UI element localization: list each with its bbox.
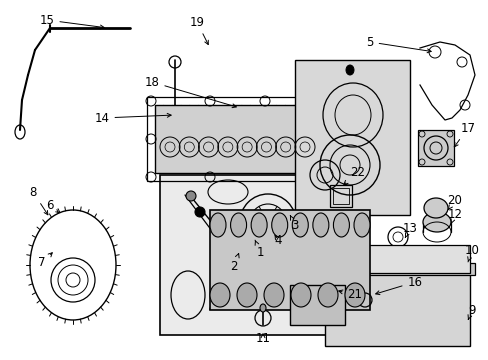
Text: 10: 10	[464, 243, 478, 262]
Text: 12: 12	[447, 207, 462, 224]
Ellipse shape	[209, 283, 229, 307]
Text: 19: 19	[189, 15, 208, 45]
Text: 5: 5	[366, 36, 430, 53]
Bar	[294, 60, 409, 215]
Bar	[160, 175, 349, 335]
Bar	[329, 185, 351, 207]
Text: 13: 13	[402, 221, 417, 237]
Bar	[209, 210, 369, 310]
Ellipse shape	[346, 65, 353, 75]
Ellipse shape	[333, 213, 349, 237]
Ellipse shape	[353, 213, 369, 237]
Text: 2: 2	[230, 253, 239, 273]
Ellipse shape	[345, 283, 364, 307]
Text: 14: 14	[94, 112, 171, 125]
Text: 1: 1	[255, 240, 263, 258]
Ellipse shape	[195, 207, 204, 217]
Bar	[325, 268, 469, 346]
Ellipse shape	[185, 191, 196, 201]
Ellipse shape	[317, 283, 337, 307]
Ellipse shape	[260, 304, 265, 312]
Text: 17: 17	[453, 122, 474, 147]
Text: 20: 20	[447, 194, 462, 210]
Ellipse shape	[271, 213, 287, 237]
Bar	[325, 245, 469, 273]
Ellipse shape	[230, 239, 244, 257]
Ellipse shape	[292, 213, 307, 237]
Ellipse shape	[423, 198, 447, 218]
Bar	[147, 97, 327, 181]
Ellipse shape	[312, 213, 328, 237]
Text: 4: 4	[274, 234, 281, 247]
Text: 9: 9	[467, 303, 475, 319]
Ellipse shape	[237, 283, 257, 307]
Bar	[417, 130, 453, 166]
Text: 15: 15	[40, 14, 104, 29]
Bar	[155, 105, 319, 173]
Bar	[289, 285, 345, 325]
Bar	[319, 263, 474, 275]
Ellipse shape	[230, 213, 246, 237]
Ellipse shape	[264, 283, 284, 307]
Text: 11: 11	[255, 332, 270, 345]
Text: 18: 18	[144, 76, 236, 108]
Text: 6: 6	[46, 198, 60, 213]
Text: 8: 8	[29, 185, 48, 215]
Ellipse shape	[209, 213, 225, 237]
Bar	[332, 188, 348, 204]
Text: 22: 22	[343, 166, 365, 184]
Ellipse shape	[251, 213, 266, 237]
Ellipse shape	[290, 283, 310, 307]
Text: 21: 21	[338, 288, 362, 302]
Text: 16: 16	[375, 275, 422, 294]
Text: 3: 3	[290, 216, 298, 231]
Ellipse shape	[422, 212, 450, 232]
Text: 7: 7	[38, 253, 52, 270]
